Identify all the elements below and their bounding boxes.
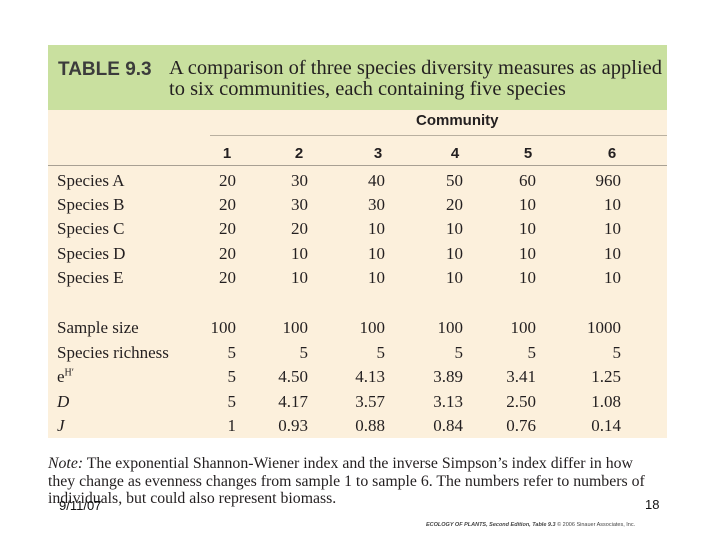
table-cell: 100 xyxy=(282,318,309,337)
column-header-5: 5 xyxy=(523,145,533,162)
table-cell: 1 xyxy=(227,416,237,435)
table-cell: 0.88 xyxy=(355,416,385,435)
table-cell: 5 xyxy=(227,392,237,411)
table-note: Note: The exponential Shannon-Wiener ind… xyxy=(48,455,663,508)
column-header-2: 2 xyxy=(294,145,304,162)
row-label: Species richness xyxy=(57,343,169,362)
row-label: Species B xyxy=(57,195,125,214)
table-cell: 10 xyxy=(519,268,536,287)
table-cell: 5 xyxy=(376,343,386,362)
table-cell: 1.25 xyxy=(591,367,621,386)
table-cell: 0.14 xyxy=(591,416,621,435)
table-cell: 2.50 xyxy=(506,392,536,411)
table-cell: 4.13 xyxy=(355,367,385,386)
table-cell: 20 xyxy=(219,219,236,238)
table-cell: 20 xyxy=(291,219,308,238)
row-label-exp-shannon: eH′ xyxy=(57,367,74,386)
table-cell: 10 xyxy=(291,268,308,287)
table-cell: 10 xyxy=(291,244,308,263)
table-cell: 3.89 xyxy=(433,367,463,386)
table-cell: 50 xyxy=(446,171,463,190)
table-cell: 4.50 xyxy=(278,367,308,386)
header-rule xyxy=(48,165,667,166)
row-label: Species D xyxy=(57,244,126,263)
table-cell: 10 xyxy=(446,244,463,263)
table-cell: 40 xyxy=(368,171,385,190)
community-group-header: Community xyxy=(416,112,499,129)
table-cell: 5 xyxy=(227,367,237,386)
table-cell: 30 xyxy=(291,171,308,190)
table-row: Species A 20 30 40 50 60 960 xyxy=(48,171,667,195)
table-header-band: TABLE 9.3 A comparison of three species … xyxy=(48,45,667,110)
table-cell: 10 xyxy=(519,244,536,263)
table-cell: 20 xyxy=(219,195,236,214)
table-cell: 10 xyxy=(604,268,621,287)
table-cell: 960 xyxy=(595,171,622,190)
table-cell: 5 xyxy=(227,343,237,362)
row-label: Species A xyxy=(57,171,125,190)
row-label: Sample size xyxy=(57,318,139,337)
table-cell: 30 xyxy=(291,195,308,214)
column-header-1: 1 xyxy=(222,145,232,162)
table-cell: 3.57 xyxy=(355,392,385,411)
table-cell: 30 xyxy=(368,195,385,214)
table-row: Species E 20 10 10 10 10 10 xyxy=(48,268,667,292)
table-cell: 0.84 xyxy=(433,416,463,435)
table-cell: 5 xyxy=(454,343,464,362)
species-diversity-table: TABLE 9.3 A comparison of three species … xyxy=(48,45,667,438)
table-cell: 3.41 xyxy=(506,367,536,386)
table-cell: 10 xyxy=(604,219,621,238)
table-cell: 20 xyxy=(219,268,236,287)
note-prefix: Note: xyxy=(48,455,84,472)
source-credit: ECOLOGY OF PLANTS, Second Edition, Table… xyxy=(426,522,636,528)
table-cell: 100 xyxy=(359,318,386,337)
table-cell: 1.08 xyxy=(591,392,621,411)
table-row: Species B 20 30 30 20 10 10 xyxy=(48,195,667,219)
note-text: The exponential Shannon-Wiener index and… xyxy=(48,455,645,507)
table-row: eH′ 5 4.50 4.13 3.89 3.41 1.25 xyxy=(48,367,667,391)
table-cell: 10 xyxy=(519,219,536,238)
row-label: J xyxy=(57,416,65,435)
table-cell: 0.93 xyxy=(278,416,308,435)
table-cell: 10 xyxy=(368,268,385,287)
table-cell: 100 xyxy=(437,318,464,337)
table-cell: 10 xyxy=(604,195,621,214)
column-header-6: 6 xyxy=(607,145,617,162)
table-cell: 0.76 xyxy=(506,416,536,435)
table-cell: 10 xyxy=(368,244,385,263)
table-number: TABLE 9.3 xyxy=(58,59,152,80)
table-cell: 4.17 xyxy=(278,392,308,411)
table-cell: 3.13 xyxy=(433,392,463,411)
slide-page-number: 18 xyxy=(645,497,660,512)
row-label: Species E xyxy=(57,268,124,287)
group-header-rule xyxy=(210,135,667,136)
table-cell: 10 xyxy=(368,219,385,238)
table-caption: A comparison of three species diversity … xyxy=(169,57,662,100)
row-label: D xyxy=(57,392,70,411)
table-row: Species D 20 10 10 10 10 10 xyxy=(48,244,667,268)
table-cell: 20 xyxy=(219,171,236,190)
table-cell: 1000 xyxy=(587,318,621,337)
table-row: D 5 4.17 3.57 3.13 2.50 1.08 xyxy=(48,392,667,416)
table-cell: 100 xyxy=(210,318,237,337)
table-row: Species richness 5 5 5 5 5 5 xyxy=(48,343,667,367)
table-cell: 10 xyxy=(519,195,536,214)
table-cell: 5 xyxy=(527,343,537,362)
table-row: J 1 0.93 0.88 0.84 0.76 0.14 xyxy=(48,416,667,440)
table-cell: 5 xyxy=(299,343,309,362)
table-cell: 5 xyxy=(612,343,622,362)
row-label: Species C xyxy=(57,219,125,238)
table-row: Species C 20 20 10 10 10 10 xyxy=(48,219,667,243)
table-cell: 100 xyxy=(510,318,537,337)
table-cell: 20 xyxy=(446,195,463,214)
table-cell: 10 xyxy=(604,244,621,263)
table-cell: 20 xyxy=(219,244,236,263)
slide-date: 9/11/07 xyxy=(59,498,102,513)
table-cell: 60 xyxy=(519,171,536,190)
table-row: Sample size 100 100 100 100 100 1000 xyxy=(48,318,667,342)
table-cell: 10 xyxy=(446,219,463,238)
table-cell: 10 xyxy=(446,268,463,287)
column-header-3: 3 xyxy=(373,145,383,162)
column-header-4: 4 xyxy=(450,145,460,162)
